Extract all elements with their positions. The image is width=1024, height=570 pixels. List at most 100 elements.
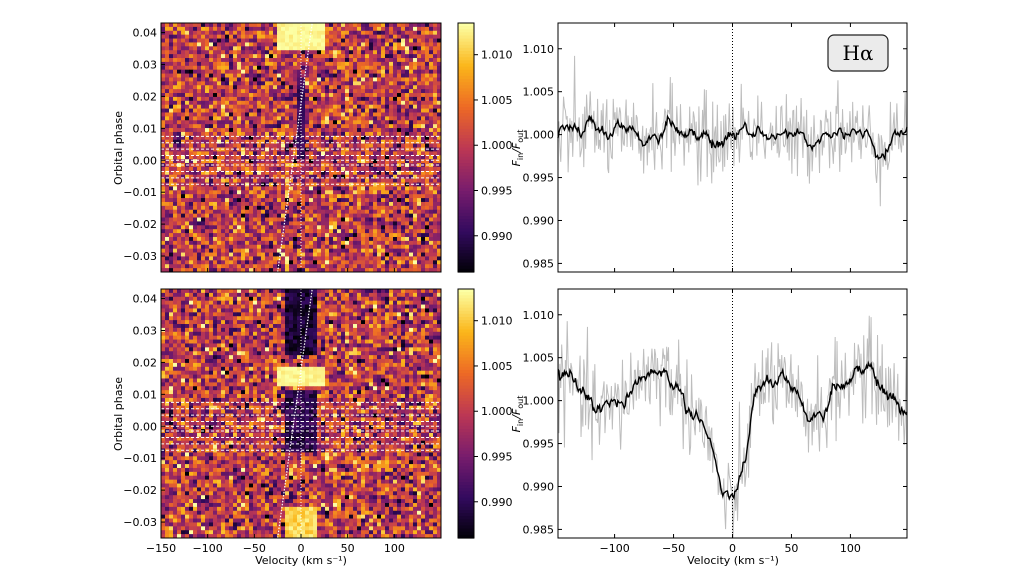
heatmap-cell	[405, 209, 410, 215]
heatmap-cell	[285, 89, 290, 94]
heatmap-cell	[369, 93, 374, 98]
heatmap-cell	[321, 131, 326, 137]
heatmap-cell	[385, 229, 390, 234]
heatmap-cell	[313, 209, 318, 215]
heatmap-cell	[253, 104, 258, 110]
heatmap-cell	[321, 143, 326, 148]
heatmap-cell	[253, 65, 258, 71]
heatmap-cell	[293, 289, 298, 294]
heatmap-cell	[241, 120, 246, 125]
heatmap-cell	[249, 198, 254, 203]
heatmap-cell	[209, 198, 214, 203]
heatmap-cell	[349, 194, 354, 199]
heatmap-cell	[317, 225, 322, 230]
heatmap-cell	[189, 26, 194, 32]
heatmap-cell	[197, 104, 202, 110]
heatmap-cell	[209, 166, 214, 172]
heatmap-cell	[349, 240, 354, 246]
heatmap-cell	[189, 182, 194, 187]
heatmap-cell	[189, 217, 194, 222]
heatmap-cell	[417, 166, 422, 172]
heatmap-cell	[341, 233, 346, 238]
heatmap-cell	[333, 69, 338, 75]
heatmap-cell	[241, 244, 246, 250]
heatmap-cell	[353, 112, 358, 117]
heatmap-cell	[405, 252, 410, 257]
heatmap-cell	[349, 174, 354, 180]
heatmap-cell	[217, 300, 222, 306]
heatmap-cell	[225, 201, 230, 207]
heatmap-cell	[221, 268, 226, 273]
heatmap-cell	[301, 240, 306, 246]
heatmap-cell	[369, 236, 374, 242]
heatmap-cell	[389, 147, 394, 152]
heatmap-cell	[221, 104, 226, 110]
heatmap-cell	[297, 198, 302, 203]
heatmap-cell	[201, 104, 206, 110]
heatmap-cell	[197, 201, 202, 207]
heatmap-cell	[393, 205, 398, 211]
heatmap-cell	[325, 190, 330, 195]
heatmap-cell	[409, 209, 414, 215]
heatmap-cell	[345, 304, 350, 309]
heatmap-cell	[221, 54, 226, 59]
heatmap-cell	[309, 213, 314, 219]
heatmap-cell	[357, 163, 362, 168]
heatmap-cell	[317, 163, 322, 168]
heatmap-cell	[321, 120, 326, 125]
heatmap-cell	[285, 304, 290, 309]
heatmap-cell	[353, 178, 358, 184]
heatmap-cell	[377, 46, 382, 51]
heatmap-cell	[237, 89, 242, 94]
heatmap-cell	[173, 104, 178, 110]
heatmap-cell	[389, 256, 394, 261]
heatmap-cell	[209, 217, 214, 222]
heatmap-cell	[173, 46, 178, 51]
heatmap-cell	[401, 292, 406, 298]
heatmap-cell	[417, 292, 422, 298]
heatmap-cell	[409, 190, 414, 195]
heatmap-cell	[165, 61, 170, 67]
heatmap-cell	[365, 300, 370, 306]
heatmap-cell	[273, 178, 278, 184]
heatmap-cell	[285, 312, 290, 317]
heatmap-cell	[409, 108, 414, 113]
heatmap-cell	[245, 186, 250, 191]
heatmap-cell	[193, 190, 198, 195]
heatmap-cell	[221, 73, 226, 78]
heatmap-cell	[381, 42, 386, 47]
heatmap-cell	[381, 198, 386, 203]
heatmap-cell	[369, 61, 374, 67]
heatmap-cell	[273, 58, 278, 63]
heatmap-cell	[177, 120, 182, 125]
heatmap-cell	[413, 186, 418, 191]
heatmap-cell	[357, 229, 362, 234]
heatmap-cell	[433, 174, 438, 180]
heatmap-cell	[285, 128, 290, 133]
heatmap-cell	[273, 131, 278, 137]
heatmap-cell	[381, 89, 386, 94]
heatmap-cell	[317, 256, 322, 261]
heatmap-cell	[301, 143, 306, 148]
heatmap-cell	[365, 178, 370, 184]
heatmap-cell	[233, 89, 238, 94]
heatmap-cell	[437, 147, 442, 152]
heatmap-cell	[337, 89, 342, 94]
heatmap-cell	[257, 120, 262, 125]
heatmap-cell	[189, 198, 194, 203]
heatmap-cell	[273, 170, 278, 176]
heatmap-cell	[401, 38, 406, 43]
heatmap-cell	[225, 155, 230, 160]
heatmap-cell	[233, 65, 238, 71]
heatmap-cell	[241, 96, 246, 102]
heatmap-cell	[345, 194, 350, 199]
heatmap-cell	[205, 178, 210, 184]
heatmap-cell	[193, 116, 198, 121]
heatmap-cell	[273, 42, 278, 47]
heatmap-cell	[397, 42, 402, 47]
heatmap-cell	[373, 308, 378, 313]
heatmap-cell	[221, 135, 226, 141]
heatmap-cell	[265, 240, 270, 246]
heatmap-cell	[185, 170, 190, 176]
heatmap-cell	[257, 151, 262, 156]
